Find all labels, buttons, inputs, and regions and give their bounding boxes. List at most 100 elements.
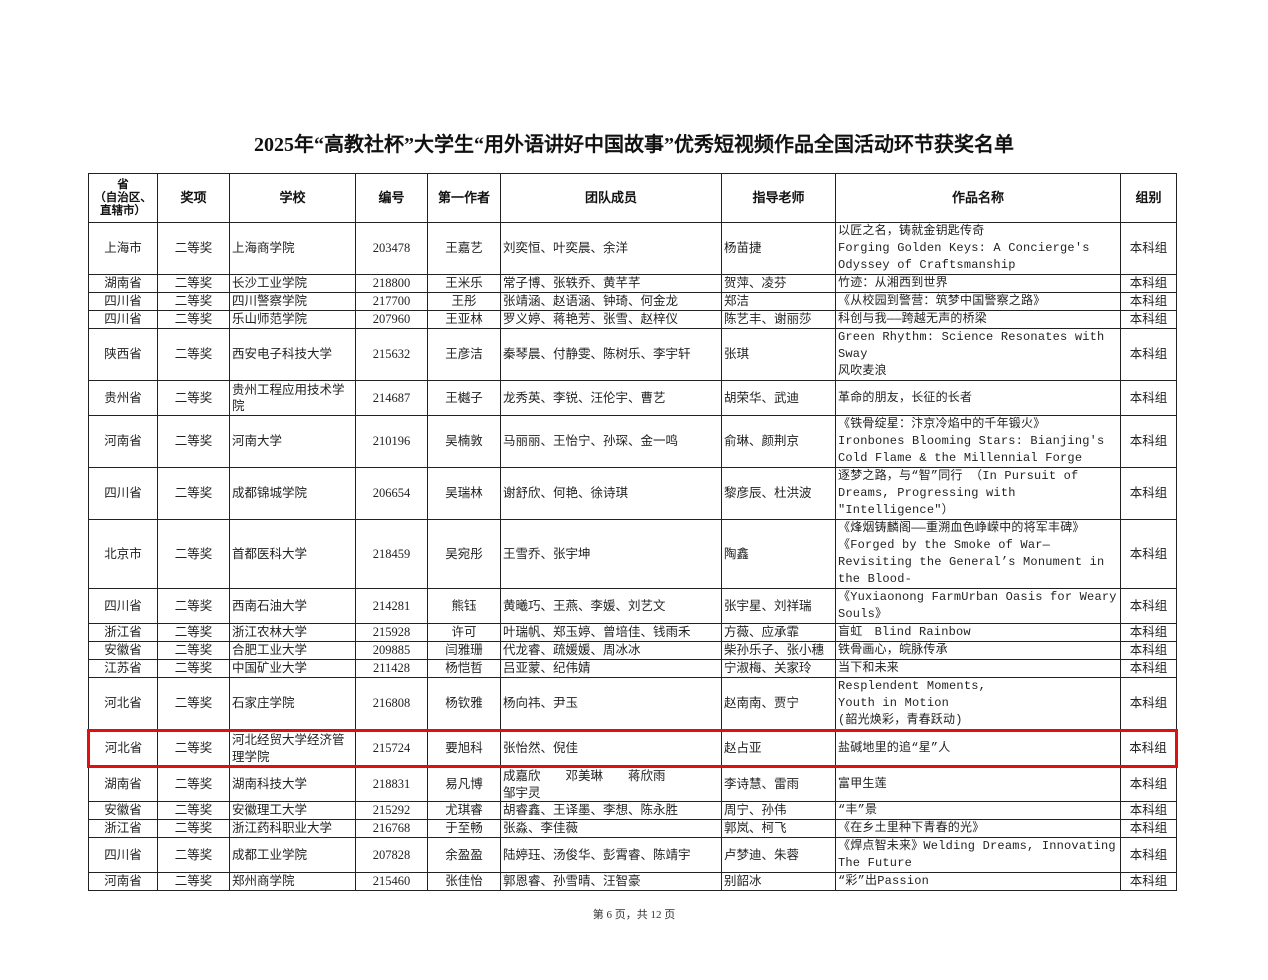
cell-province: 四川省 [88, 310, 158, 329]
cell-province: 四川省 [88, 588, 158, 624]
cell-work-title: 盐碱地里的追“星”人 [835, 729, 1121, 768]
cell-team-members: 谢舒欣、何艳、徐诗琪 [500, 467, 722, 520]
cell-id: 207960 [355, 310, 428, 329]
cell-group: 本科组 [1120, 659, 1177, 678]
cell-award: 二等奖 [157, 292, 230, 311]
cell-team-members: 胡睿鑫、王译墨、李想、陈永胜 [500, 801, 722, 820]
cell-province: 四川省 [88, 292, 158, 311]
cell-province: 北京市 [88, 519, 158, 589]
cell-province: 浙江省 [88, 623, 158, 642]
table-row: 贵州省 二等奖 贵州工程应用技术学院 214687 王樾子 龙秀英、李锐、汪伦宇、曹艺 胡荣… [88, 380, 1177, 416]
cell-work-title: 《焊点智未来》Welding Dreams, Innovating The Fu… [835, 837, 1121, 873]
cell-team-members: 刘奕恒、叶奕晨、余洋 [500, 222, 722, 275]
cell-school: 成都工业学院 [229, 837, 356, 873]
table-row: 四川省 二等奖 四川警察学院 217700 王彤 张靖涵、赵语涵、钟琦、何金龙 郑洁 《从校园… [88, 292, 1177, 311]
cell-award: 二等奖 [157, 837, 230, 873]
cell-id: 203478 [355, 222, 428, 275]
cell-award: 二等奖 [157, 677, 230, 731]
cell-team-members: 成嘉欣 邓美琳 蒋欣雨 邹宇灵 [500, 766, 722, 802]
cell-id: 215632 [355, 328, 428, 381]
cell-first-author: 尤琪睿 [427, 801, 501, 820]
cell-advisor: 陈艺丰、谢丽莎 [721, 310, 836, 329]
cell-team-members: 陆婷珏、汤俊华、彭霄睿、陈靖宇 [500, 837, 722, 873]
cell-award: 二等奖 [157, 659, 230, 678]
cell-group: 本科组 [1120, 222, 1177, 275]
cell-school: 河南大学 [229, 415, 356, 468]
cell-group: 本科组 [1120, 729, 1178, 768]
cell-award: 二等奖 [157, 310, 230, 329]
cell-advisor: 别韶冰 [721, 872, 836, 891]
cell-first-author: 于至畅 [427, 819, 501, 838]
cell-province: 贵州省 [88, 380, 158, 416]
cell-school: 长沙工业学院 [229, 274, 356, 293]
cell-id: 218831 [355, 766, 428, 802]
cell-first-author: 王樾子 [427, 380, 501, 416]
cell-advisor: 胡荣华、武迪 [721, 380, 836, 416]
cell-advisor: 卢梦迪、朱蓉 [721, 837, 836, 873]
cell-id: 215928 [355, 623, 428, 642]
cell-school: 成都锦城学院 [229, 467, 356, 520]
cell-advisor: 赵占亚 [721, 729, 836, 768]
table-row: 湖南省 二等奖 长沙工业学院 218800 王米乐 常子博、张轶乔、黄芊芊 贺萍、凌芬 竹迹：… [88, 274, 1177, 293]
table-row: 浙江省 二等奖 浙江药科职业大学 216768 于至畅 张淼、李佳薇 郭岚、柯飞 《在乡土里种… [88, 819, 1177, 838]
cell-advisor: 杨苗捷 [721, 222, 836, 275]
cell-school: 安徽理工大学 [229, 801, 356, 820]
cell-work-title: 当下和未来 [835, 659, 1121, 678]
cell-advisor: 柴孙乐子、张小穗 [721, 641, 836, 660]
cell-first-author: 杨钦雅 [427, 677, 501, 731]
cell-advisor: 贺萍、凌芬 [721, 274, 836, 293]
cell-first-author: 许可 [427, 623, 501, 642]
cell-first-author: 王亚林 [427, 310, 501, 329]
table-row: 安徽省 二等奖 安徽理工大学 215292 尤琪睿 胡睿鑫、王译墨、李想、陈永胜 周宁、孙伟… [88, 801, 1177, 820]
cell-first-author: 要旭科 [427, 729, 501, 768]
cell-province: 上海市 [88, 222, 158, 275]
cell-first-author: 闫雅珊 [427, 641, 501, 660]
cell-school: 河北经贸大学经济管理学院 [229, 729, 356, 768]
cell-work-title: 《在乡土里种下青春的光》 [835, 819, 1121, 838]
cell-award: 二等奖 [157, 328, 230, 381]
cell-group: 本科组 [1120, 872, 1177, 891]
cell-advisor: 方薇、应承霏 [721, 623, 836, 642]
cell-id: 214281 [355, 588, 428, 624]
cell-group: 本科组 [1120, 623, 1177, 642]
cell-school: 石家庄学院 [229, 677, 356, 731]
cell-id: 218800 [355, 274, 428, 293]
header-province: 省 （自治区、 直辖市） [88, 173, 158, 223]
cell-team-members: 罗义婷、蒋艳芳、张雪、赵梓仪 [500, 310, 722, 329]
cell-team-members: 龙秀英、李锐、汪伦宇、曹艺 [500, 380, 722, 416]
table-header-row: 省 （自治区、 直辖市） 奖项 学校 编号 第一作者 团队成员 指导老师 作品名称 组别 [88, 173, 1177, 223]
cell-team-members: 吕亚蒙、纪伟婧 [500, 659, 722, 678]
cell-province: 四川省 [88, 837, 158, 873]
cell-school: 首都医科大学 [229, 519, 356, 589]
cell-team-members: 代龙睿、疏媛媛、周冰冰 [500, 641, 722, 660]
cell-group: 本科组 [1120, 415, 1177, 468]
cell-school: 郑州商学院 [229, 872, 356, 891]
cell-first-author: 王米乐 [427, 274, 501, 293]
cell-award: 二等奖 [157, 729, 230, 768]
cell-first-author: 吴瑞林 [427, 467, 501, 520]
cell-advisor: 郑洁 [721, 292, 836, 311]
cell-id: 215460 [355, 872, 428, 891]
cell-award: 二等奖 [157, 641, 230, 660]
cell-id: 209885 [355, 641, 428, 660]
cell-award: 二等奖 [157, 274, 230, 293]
cell-team-members: 王雪乔、张宇坤 [500, 519, 722, 589]
cell-group: 本科组 [1120, 819, 1177, 838]
cell-work-title: Resplendent Moments, Youth in Motion (韶光… [835, 677, 1121, 731]
cell-team-members: 常子博、张轶乔、黄芊芊 [500, 274, 722, 293]
table-row: 四川省 二等奖 西南石油大学 214281 熊钰 黄曦巧、王燕、李媛、刘艺文 张宇星、刘祥瑞… [88, 588, 1177, 624]
cell-work-title: 《Yuxiaonong FarmUrban Oasis for Weary So… [835, 588, 1121, 624]
header-work-title: 作品名称 [835, 173, 1121, 223]
cell-group: 本科组 [1120, 274, 1177, 293]
cell-group: 本科组 [1120, 801, 1177, 820]
cell-award: 二等奖 [157, 415, 230, 468]
page-title: 2025年“高教社杯”大学生“用外语讲好中国故事”优秀短视频作品全国活动环节获奖… [254, 134, 1014, 156]
cell-id: 215292 [355, 801, 428, 820]
cell-school: 西南石油大学 [229, 588, 356, 624]
cell-province: 浙江省 [88, 819, 158, 838]
cell-school: 四川警察学院 [229, 292, 356, 311]
table-row: 陕西省 二等奖 西安电子科技大学 215632 王彦洁 秦琴晨、付静雯、陈树乐、李宇轩 张琪… [88, 328, 1177, 381]
cell-province: 河南省 [88, 872, 158, 891]
table-row-highlighted: 河北省 二等奖 河北经贸大学经济管理学院 215724 要旭科 张怡然、倪佳 赵占亚 盐碱地里… [87, 729, 1178, 768]
cell-school: 贵州工程应用技术学院 [229, 380, 356, 416]
